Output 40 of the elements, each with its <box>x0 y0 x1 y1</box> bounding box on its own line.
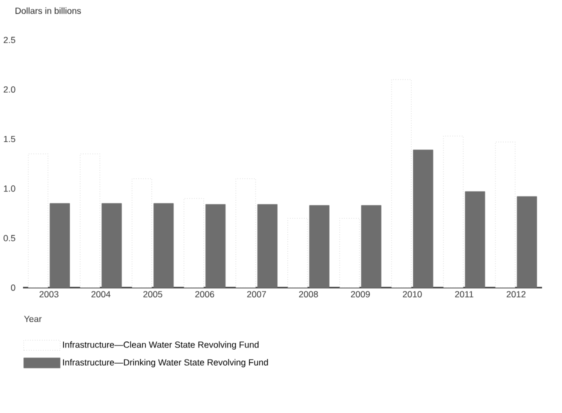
bar <box>50 203 70 288</box>
bar <box>236 178 256 288</box>
bar <box>132 178 152 288</box>
bar <box>443 136 464 288</box>
bar <box>205 204 226 288</box>
bar <box>257 204 278 288</box>
y-tick-label: 1.5 <box>4 136 16 142</box>
bar <box>339 218 360 288</box>
bar <box>516 196 538 288</box>
y-axis-title: Dollars in billions <box>16 7 81 14</box>
bar <box>495 142 516 288</box>
bar <box>28 153 48 288</box>
x-tick-label: 2008 <box>299 290 318 298</box>
x-axis-title: Year <box>24 316 42 322</box>
x-tick-label: 2012 <box>506 290 526 298</box>
bar <box>80 153 100 288</box>
bar <box>391 79 412 288</box>
bar <box>288 218 308 288</box>
x-tick-label: 2011 <box>455 290 474 298</box>
x-tick-label: 2005 <box>143 290 162 298</box>
y-tick-label: 2.5 <box>4 36 16 43</box>
x-tick-label: 2010 <box>402 290 422 298</box>
x-tick-label: 2009 <box>350 290 370 298</box>
bar <box>154 203 174 288</box>
y-tick-label: 1.0 <box>4 185 16 192</box>
bar <box>184 198 204 288</box>
legend-label: Infrastructure—Clean Water State Revolving Fund <box>63 341 259 350</box>
legend-label: Infrastructure—Drinking Water State Revolving Fund <box>63 358 268 368</box>
y-tick-label: 0 <box>11 284 16 291</box>
bar <box>361 204 382 288</box>
bar <box>413 150 434 288</box>
y-tick-label: 0.5 <box>4 234 16 242</box>
x-tick-label: 2007 <box>247 290 266 298</box>
y-tick-label: 2.0 <box>4 86 16 92</box>
x-tick-label: 2006 <box>195 290 214 298</box>
bar <box>102 203 122 288</box>
bar <box>464 191 486 288</box>
x-tick-label: 2004 <box>91 290 110 298</box>
bar <box>309 204 330 288</box>
x-tick-label: 2003 <box>40 290 58 298</box>
